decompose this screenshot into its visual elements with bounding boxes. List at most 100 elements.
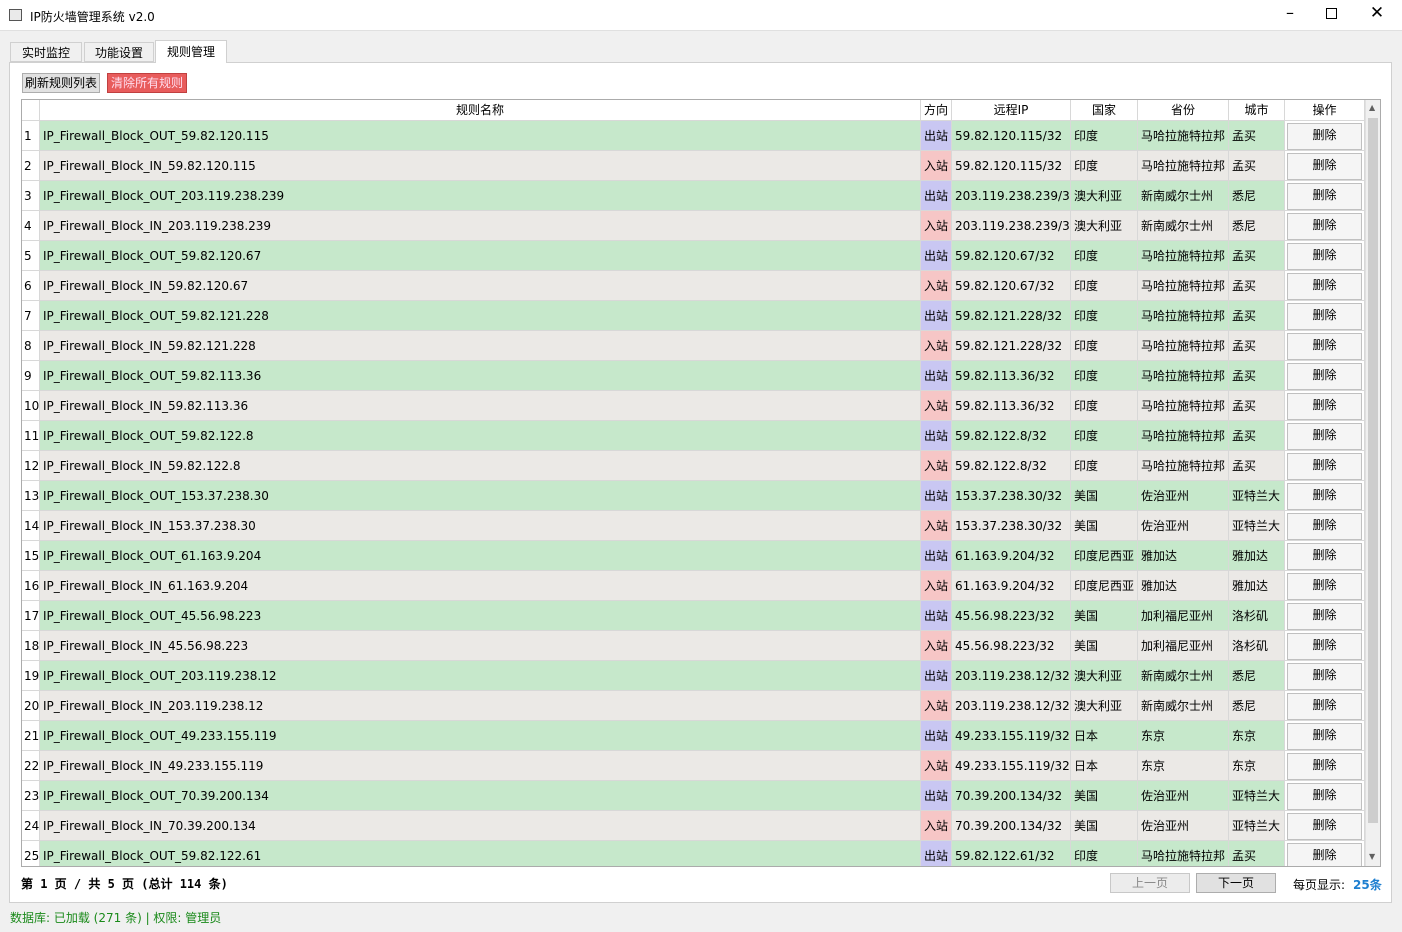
tab[interactable]: 功能设置 <box>84 42 154 62</box>
direction: 入站 <box>921 511 952 541</box>
remote-ip: 59.82.113.36/32 <box>952 391 1071 421</box>
province: 加利福尼亚州 <box>1138 631 1229 661</box>
delete-button[interactable]: 删除 <box>1287 693 1362 720</box>
delete-button[interactable]: 删除 <box>1287 783 1362 810</box>
rule-name: IP_Firewall_Block_OUT_70.39.200.134 <box>40 781 921 811</box>
row-number: 20 <box>22 691 40 721</box>
delete-button[interactable]: 删除 <box>1287 513 1362 540</box>
row-number: 9 <box>22 361 40 391</box>
page-info: 第 1 页 / 共 5 页 (总计 114 条) <box>21 877 228 891</box>
remote-ip: 61.163.9.204/32 <box>952 571 1071 601</box>
direction: 入站 <box>921 811 952 841</box>
delete-button[interactable]: 删除 <box>1287 813 1362 840</box>
direction: 入站 <box>921 571 952 601</box>
delete-button[interactable]: 删除 <box>1287 723 1362 750</box>
action-cell: 删除 <box>1285 691 1365 721</box>
row-number: 14 <box>22 511 40 541</box>
delete-button[interactable]: 删除 <box>1287 153 1362 180</box>
delete-button[interactable]: 删除 <box>1287 843 1362 866</box>
remote-ip: 203.119.238.239/32 <box>952 211 1071 241</box>
column-header: 省份 <box>1138 100 1229 121</box>
row-number: 21 <box>22 721 40 751</box>
province: 马哈拉施特拉邦 <box>1138 151 1229 181</box>
province: 马哈拉施特拉邦 <box>1138 301 1229 331</box>
next-page-button[interactable]: 下一页 <box>1196 873 1276 893</box>
delete-button[interactable]: 删除 <box>1287 453 1362 480</box>
tab[interactable]: 实时监控 <box>10 42 82 62</box>
city: 洛杉矶 <box>1229 631 1285 661</box>
remote-ip: 59.82.120.67/32 <box>952 241 1071 271</box>
province: 雅加达 <box>1138 571 1229 601</box>
delete-button[interactable]: 删除 <box>1287 603 1362 630</box>
row-number: 24 <box>22 811 40 841</box>
country: 澳大利亚 <box>1071 691 1138 721</box>
delete-button[interactable]: 删除 <box>1287 363 1362 390</box>
country: 印度 <box>1071 361 1138 391</box>
scrollbar[interactable]: ▲ ▼ <box>1365 100 1380 866</box>
city: 悉尼 <box>1229 691 1285 721</box>
corner <box>22 100 40 121</box>
remote-ip: 59.82.113.36/32 <box>952 361 1071 391</box>
row-number: 17 <box>22 601 40 631</box>
prev-page-button[interactable]: 上一页 <box>1110 873 1190 893</box>
province: 马哈拉施特拉邦 <box>1138 271 1229 301</box>
delete-button[interactable]: 删除 <box>1287 273 1362 300</box>
delete-button[interactable]: 删除 <box>1287 753 1362 780</box>
country: 美国 <box>1071 781 1138 811</box>
province: 马哈拉施特拉邦 <box>1138 841 1229 866</box>
province: 马哈拉施特拉邦 <box>1138 421 1229 451</box>
direction: 出站 <box>921 181 952 211</box>
delete-button[interactable]: 删除 <box>1287 213 1362 240</box>
rule-name: IP_Firewall_Block_IN_59.82.113.36 <box>40 391 921 421</box>
remote-ip: 45.56.98.223/32 <box>952 601 1071 631</box>
rule-name: IP_Firewall_Block_IN_49.233.155.119 <box>40 751 921 781</box>
minimize-button[interactable]: – <box>1286 3 1294 22</box>
close-button[interactable]: ✕ <box>1369 3 1385 23</box>
clear-button[interactable]: 清除所有规则 <box>107 73 187 93</box>
province: 佐治亚州 <box>1138 481 1229 511</box>
refresh-button[interactable]: 刷新规则列表 <box>22 73 100 93</box>
remote-ip: 59.82.122.8/32 <box>952 451 1071 481</box>
action-cell: 删除 <box>1285 721 1365 751</box>
column-header: 操作 <box>1285 100 1365 121</box>
action-cell: 删除 <box>1285 271 1365 301</box>
remote-ip: 70.39.200.134/32 <box>952 811 1071 841</box>
province: 佐治亚州 <box>1138 511 1229 541</box>
delete-button[interactable]: 删除 <box>1287 573 1362 600</box>
delete-button[interactable]: 删除 <box>1287 543 1362 570</box>
action-cell: 删除 <box>1285 781 1365 811</box>
action-cell: 删除 <box>1285 361 1365 391</box>
delete-button[interactable]: 删除 <box>1287 423 1362 450</box>
rule-name: IP_Firewall_Block_OUT_203.119.238.12 <box>40 661 921 691</box>
direction: 入站 <box>921 691 952 721</box>
tab[interactable]: 规则管理 <box>155 40 227 63</box>
row-number: 3 <box>22 181 40 211</box>
column-header: 城市 <box>1229 100 1285 121</box>
city: 孟买 <box>1229 331 1285 361</box>
delete-button[interactable]: 删除 <box>1287 393 1362 420</box>
direction: 出站 <box>921 361 952 391</box>
province: 佐治亚州 <box>1138 781 1229 811</box>
delete-button[interactable]: 删除 <box>1287 243 1362 270</box>
scroll-thumb[interactable] <box>1368 118 1378 823</box>
delete-button[interactable]: 删除 <box>1287 663 1362 690</box>
rule-name: IP_Firewall_Block_IN_203.119.238.239 <box>40 211 921 241</box>
remote-ip: 203.119.238.239/32 <box>952 181 1071 211</box>
country: 印度 <box>1071 841 1138 866</box>
country: 印度尼西亚 <box>1071 571 1138 601</box>
delete-button[interactable]: 删除 <box>1287 333 1362 360</box>
city: 孟买 <box>1229 841 1285 866</box>
action-cell: 删除 <box>1285 211 1365 241</box>
action-cell: 删除 <box>1285 811 1365 841</box>
action-cell: 删除 <box>1285 421 1365 451</box>
delete-button[interactable]: 删除 <box>1287 183 1362 210</box>
delete-button[interactable]: 删除 <box>1287 303 1362 330</box>
remote-ip: 59.82.120.67/32 <box>952 271 1071 301</box>
column-header: 远程IP <box>952 100 1071 121</box>
delete-button[interactable]: 删除 <box>1287 633 1362 660</box>
rule-name: IP_Firewall_Block_OUT_59.82.113.36 <box>40 361 921 391</box>
delete-button[interactable]: 删除 <box>1287 123 1362 150</box>
delete-button[interactable]: 删除 <box>1287 483 1362 510</box>
maximize-button[interactable] <box>1326 8 1337 19</box>
